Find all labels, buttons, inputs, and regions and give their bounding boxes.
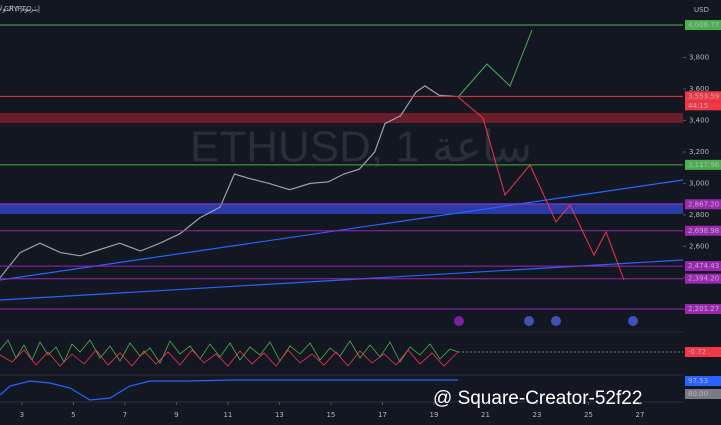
x-tick-label: 27: [636, 411, 645, 419]
x-tick-label: 5: [71, 411, 75, 419]
level-label: 4,006.77: [688, 21, 719, 29]
y-tick-label: 3,000: [689, 179, 709, 187]
indicator-label-box: [685, 347, 721, 357]
countdown-box: [685, 101, 721, 111]
level-label: 2,394.20: [688, 275, 719, 283]
y-tick-label: 3,400: [689, 116, 709, 124]
trend-line: [0, 259, 684, 301]
support-zone: [0, 203, 683, 214]
y-tick-label: 2,600: [689, 242, 709, 250]
oscillator-line: [0, 349, 459, 367]
price-line: [0, 85, 455, 279]
x-tick-label: 7: [123, 411, 127, 419]
level-label-box: [685, 225, 721, 236]
rsi-line: [0, 379, 458, 401]
x-tick-label: 21: [481, 411, 490, 419]
indicator-label-box: [685, 389, 721, 399]
y-tick-label: 3,200: [689, 148, 709, 156]
bear-projection: [457, 96, 625, 281]
description: إيثريوم / الدولار الأمريكي · 1 - ساعة: [0, 4, 40, 13]
indicator-label: 80.00: [688, 390, 708, 398]
countdown: 44:15: [688, 102, 708, 110]
level-label: 3,553.59: [688, 92, 719, 100]
level-label: 2,474.43: [688, 262, 719, 270]
x-tick-label: 3: [20, 411, 24, 419]
level-label-box: [685, 273, 721, 284]
x-tick-label: 11: [223, 411, 232, 419]
level-label: 3,117.96: [688, 161, 720, 169]
watermark: ETHUSD, 1 ساعة: [190, 123, 532, 172]
indicator-label-box: [685, 376, 721, 386]
level-label-box: [685, 159, 721, 170]
x-tick-label: 25: [584, 411, 593, 419]
indicator-label: 97.53: [688, 377, 708, 385]
x-tick-label: 15: [326, 411, 335, 419]
event-icon: [524, 316, 534, 326]
level-label-box: [685, 20, 721, 31]
indicator-label: -0.72: [688, 348, 706, 356]
level-label-box: [685, 261, 721, 272]
level-label: 2,201.27: [688, 305, 719, 313]
credit: @ Square-Creator-52f22: [433, 388, 642, 409]
level-label-box: [685, 91, 721, 102]
event-icon: [628, 316, 638, 326]
resistance-zone: [0, 113, 683, 123]
x-tick-label: 9: [174, 411, 178, 419]
x-tick-label: 13: [275, 411, 284, 419]
currency: USD: [694, 6, 709, 14]
bull-projection: [457, 29, 533, 98]
level-label: 2,698.98: [688, 227, 719, 235]
level-label-box: [685, 199, 721, 210]
level-label-box: [685, 304, 721, 315]
y-tick-label: 3,600: [689, 85, 709, 93]
x-tick-label: 17: [378, 411, 387, 419]
y-tick-label: 3,800: [689, 54, 709, 62]
event-icon: [454, 316, 464, 326]
y-tick-label: 2,800: [689, 211, 709, 219]
event-icon: [551, 316, 561, 326]
event-icons: [454, 316, 638, 326]
x-tick-label: 23: [533, 411, 542, 419]
x-tick-label: 19: [429, 411, 438, 419]
level-label: 2,867.20: [688, 200, 719, 208]
symbol: CRYPTO: [4, 5, 32, 13]
trend-line: [0, 179, 684, 281]
